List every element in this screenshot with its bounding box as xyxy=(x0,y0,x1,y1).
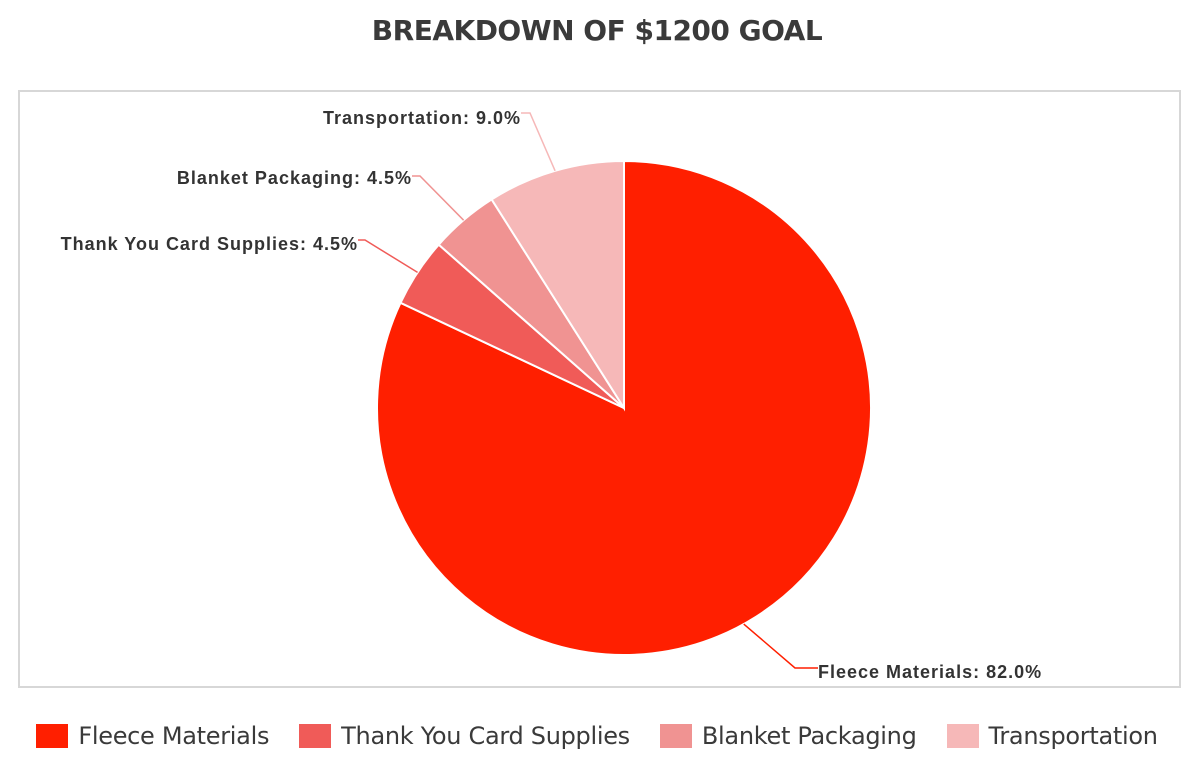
legend-label-blanket-packaging: Blanket Packaging xyxy=(701,722,917,750)
data-label-transportation: Transportation: 9.0% xyxy=(323,108,521,128)
legend-item-blanket-packaging[interactable]: Blanket Packaging xyxy=(659,722,917,750)
data-label-thank-you-card-supplies: Thank You Card Supplies: 4.5% xyxy=(61,234,358,254)
legend-item-transportation[interactable]: Transportation xyxy=(946,722,1158,750)
legend-label-transportation: Transportation xyxy=(988,722,1158,750)
leader-line-fleece-materials xyxy=(743,623,818,669)
chart-title: BREAKDOWN OF $1200 GOAL xyxy=(371,14,823,47)
legend-swatch-transportation xyxy=(946,724,979,748)
legend-swatch-blanket-packaging xyxy=(659,724,692,748)
legend-label-fleece-materials: Fleece Materials xyxy=(78,722,270,750)
legend-item-thank-you-card-supplies[interactable]: Thank You Card Supplies xyxy=(299,722,630,750)
legend-label-thank-you-card-supplies: Thank You Card Supplies xyxy=(341,722,630,750)
legend-item-fleece-materials[interactable]: Fleece Materials xyxy=(36,722,269,750)
legend-swatch-thank-you-card-supplies xyxy=(299,724,332,748)
data-label-blanket-packaging: Blanket Packaging: 4.5% xyxy=(177,168,412,188)
pie-slice-transportation[interactable] xyxy=(490,159,625,412)
leader-line-thank-you-card-supplies xyxy=(358,239,418,274)
leader-line-transportation xyxy=(521,112,556,172)
legend: Fleece Materials Thank You Card Supplies… xyxy=(0,722,1194,750)
data-label-fleece-materials: Fleece Materials: 82.0% xyxy=(818,662,1042,682)
legend-swatch-fleece-materials xyxy=(36,724,69,748)
leader-line-blanket-packaging xyxy=(412,175,465,221)
